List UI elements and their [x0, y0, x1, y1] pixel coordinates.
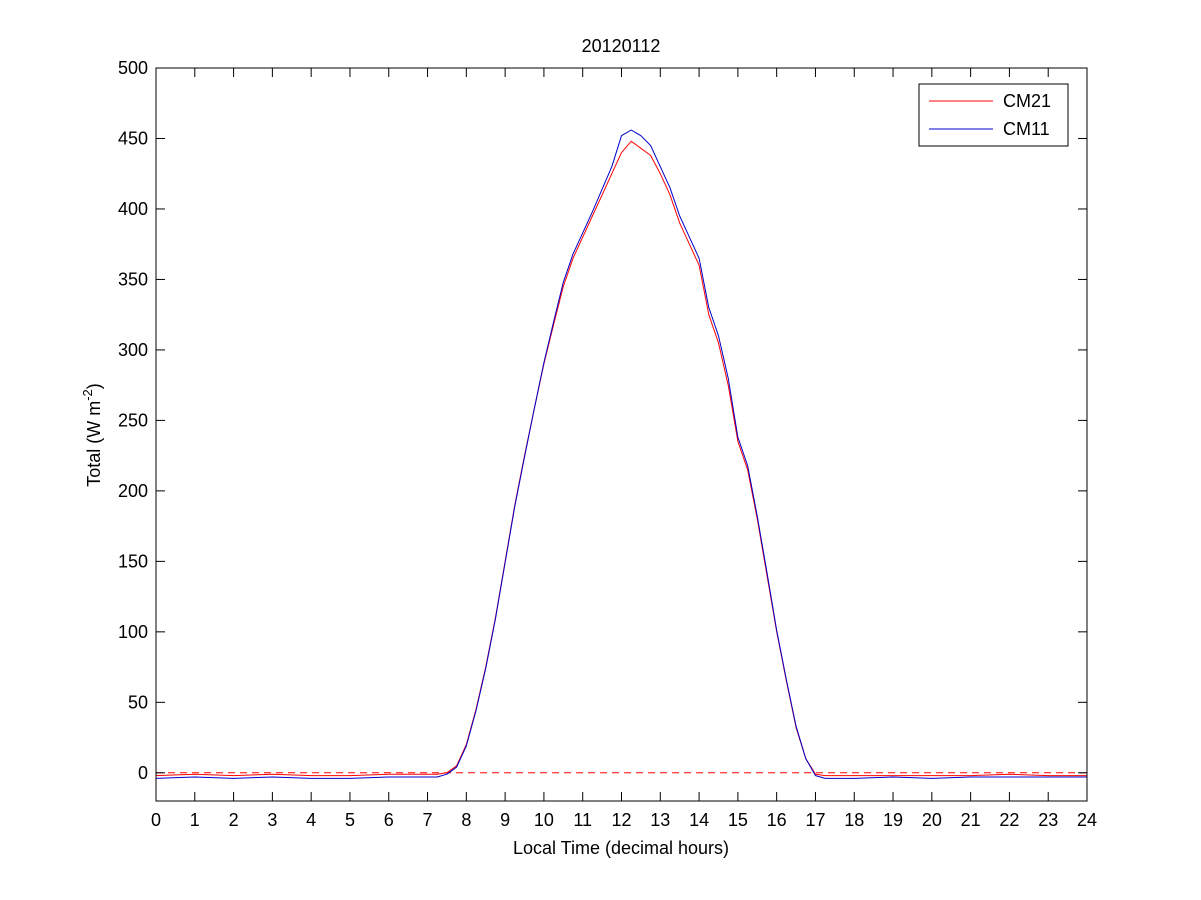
x-tick-label: 18 — [844, 810, 864, 830]
y-ticks — [156, 67, 1087, 774]
x-axis-label: Local Time (decimal hours) — [513, 838, 729, 858]
x-tick-label: 21 — [961, 810, 981, 830]
x-tick-label: 11 — [573, 810, 592, 830]
y-tick-label: 500 — [118, 58, 148, 78]
x-tick-label: 24 — [1077, 810, 1097, 830]
y-tick-label: 350 — [118, 269, 148, 289]
y-axis-label: Total (W m-2) — [80, 383, 104, 487]
x-tick-label: 6 — [384, 810, 394, 830]
y-tick-label: 300 — [118, 340, 148, 360]
x-tick-label: 0 — [151, 810, 161, 830]
x-tick-label: 17 — [805, 810, 825, 830]
series-line-cm11 — [155, 129, 1087, 779]
x-tick-label: 1 — [190, 810, 200, 830]
x-ticks — [155, 68, 1088, 801]
x-tick-label: 3 — [267, 810, 277, 830]
x-tick-label: 2 — [229, 810, 239, 830]
legend-box — [918, 83, 1069, 147]
y-tick-label: 0 — [138, 763, 148, 783]
x-tick-label: 7 — [423, 810, 433, 830]
y-tick-labels: 0 50 100 150 200 250 300 350 400 450 500 — [118, 58, 148, 783]
y-tick-label: 450 — [118, 128, 148, 148]
y-axis-label-superscript: -2 — [80, 389, 95, 401]
y-axis-label-close: ) — [84, 383, 104, 389]
y-tick-label: 400 — [118, 199, 148, 219]
x-tick-label: 13 — [650, 810, 670, 830]
y-axis-label-main: Total (W m — [84, 401, 104, 487]
legend-label-cm11: CM11 — [1003, 119, 1050, 139]
y-tick-label: 100 — [118, 622, 148, 642]
x-tick-label: 9 — [500, 810, 510, 830]
x-tick-label: 20 — [922, 810, 942, 830]
x-tick-label: 14 — [689, 810, 709, 830]
y-tick-label: 200 — [118, 481, 148, 501]
x-tick-label: 5 — [345, 810, 355, 830]
x-tick-label: 19 — [883, 810, 903, 830]
x-tick-labels: 0 1 2 3 4 5 6 7 8 9 10 11 12 13 14 15 16 17 18 19 20 21 22 23 24 — [151, 810, 1097, 830]
y-tick-label: 250 — [118, 410, 148, 430]
y-tick-label: 50 — [128, 692, 148, 712]
x-tick-label: 12 — [611, 810, 631, 830]
legend: CM21 CM11 — [918, 83, 1069, 147]
x-tick-label: 4 — [306, 810, 316, 830]
x-tick-label: 8 — [461, 810, 471, 830]
chart-title: 20120112 — [582, 36, 661, 56]
y-tick-label: 150 — [118, 551, 148, 571]
x-tick-label: 15 — [728, 810, 748, 830]
x-tick-label: 23 — [1038, 810, 1058, 830]
x-tick-label: 16 — [767, 810, 787, 830]
x-tick-label: 22 — [999, 810, 1019, 830]
series-layer — [155, 129, 1087, 779]
legend-label-cm21: CM21 — [1003, 91, 1051, 111]
x-tick-label: 10 — [534, 810, 554, 830]
plot-area — [156, 68, 1087, 801]
